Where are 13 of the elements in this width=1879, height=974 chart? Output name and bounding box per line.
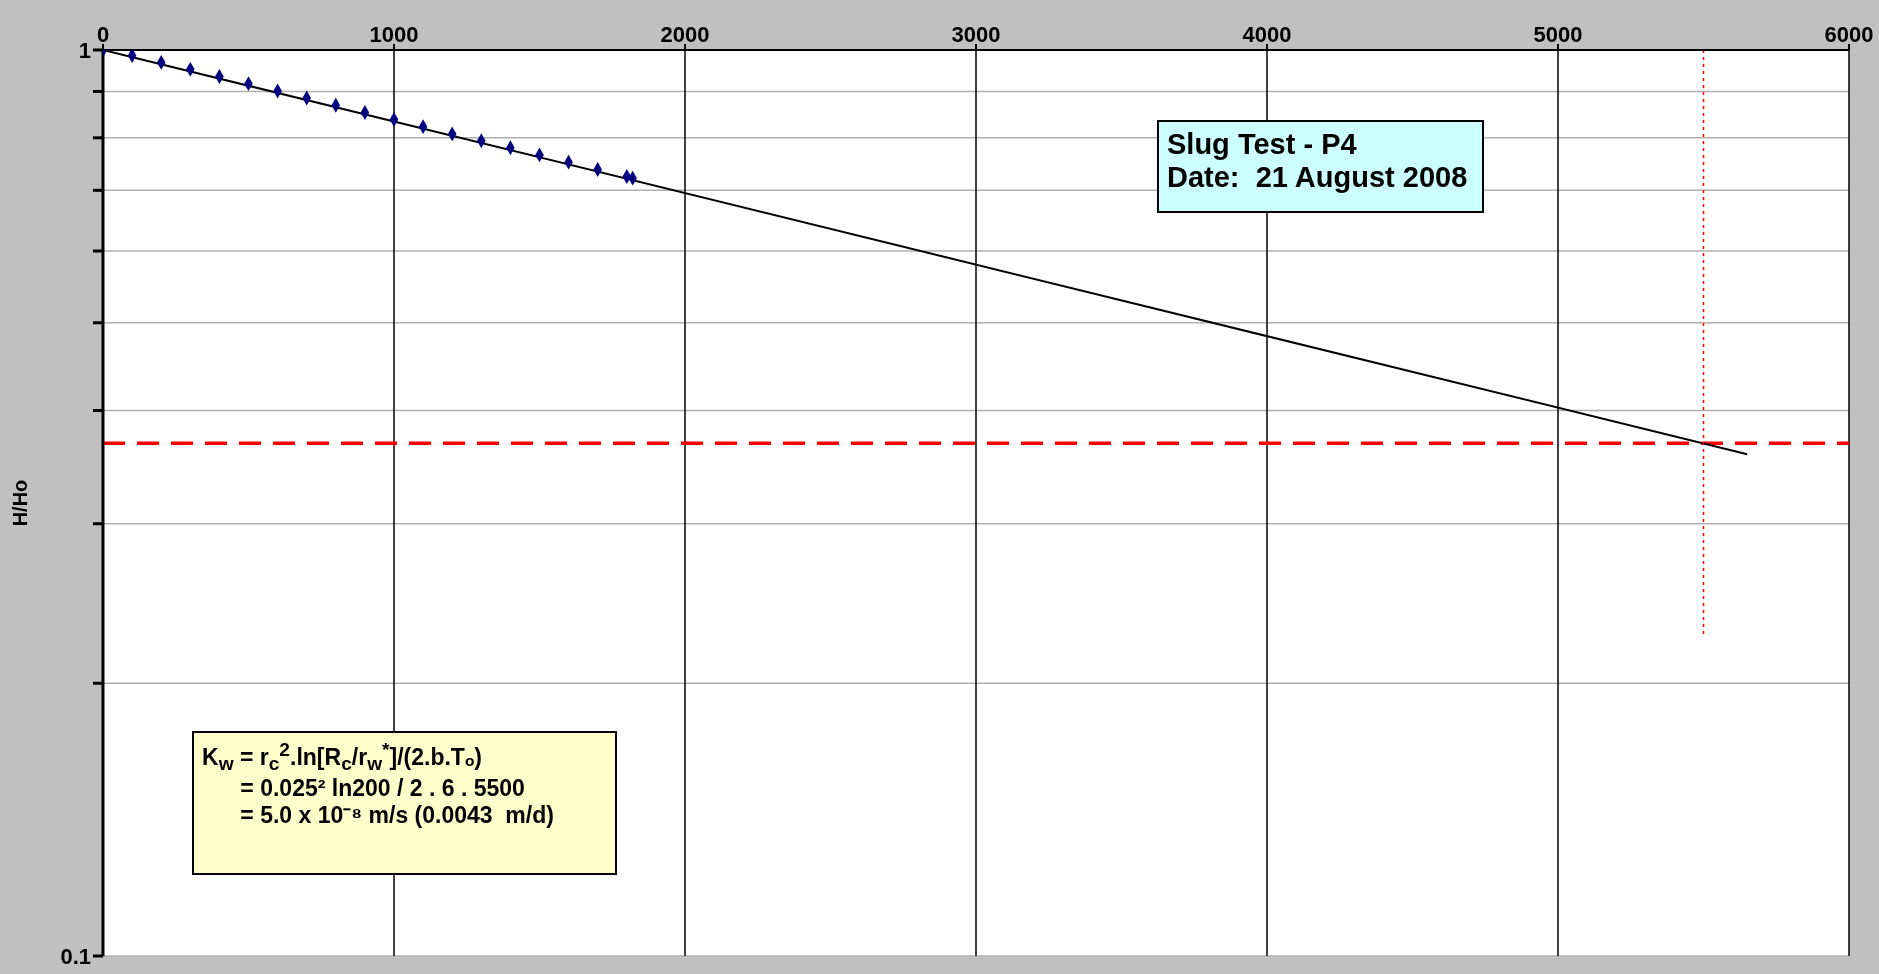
x-tick-label: 4000 <box>1242 22 1292 47</box>
point <box>127 50 137 63</box>
y-axis-title: H/Ho <box>9 479 32 527</box>
x-tick-label: 3000 <box>951 22 1001 47</box>
y-tick-label: 0.1 <box>60 943 91 969</box>
x-tick-label: 1000 <box>369 22 419 47</box>
y-tick-label: 1 <box>78 37 91 63</box>
text-box: K$_{w}$ = r$_{c}$$^{2}$.ln[R$_{c}$/r$_{w}$$^{*}$]/(2.b.Tₒ) = 0.025² ln200 / 2 . 6 . 5500 = 5.0 x 10⁻⁸ m/s (0.0043 m/d) <box>192 731 617 875</box>
text-box: Slug Test - P4 Date: 21 August 2008 <box>1157 120 1484 213</box>
x-tick-label: 2000 <box>660 22 710 47</box>
x-tick-label: 6000 <box>1824 22 1874 47</box>
x-tick-label: 0 <box>96 22 110 47</box>
x-tick-label: 5000 <box>1533 22 1583 47</box>
